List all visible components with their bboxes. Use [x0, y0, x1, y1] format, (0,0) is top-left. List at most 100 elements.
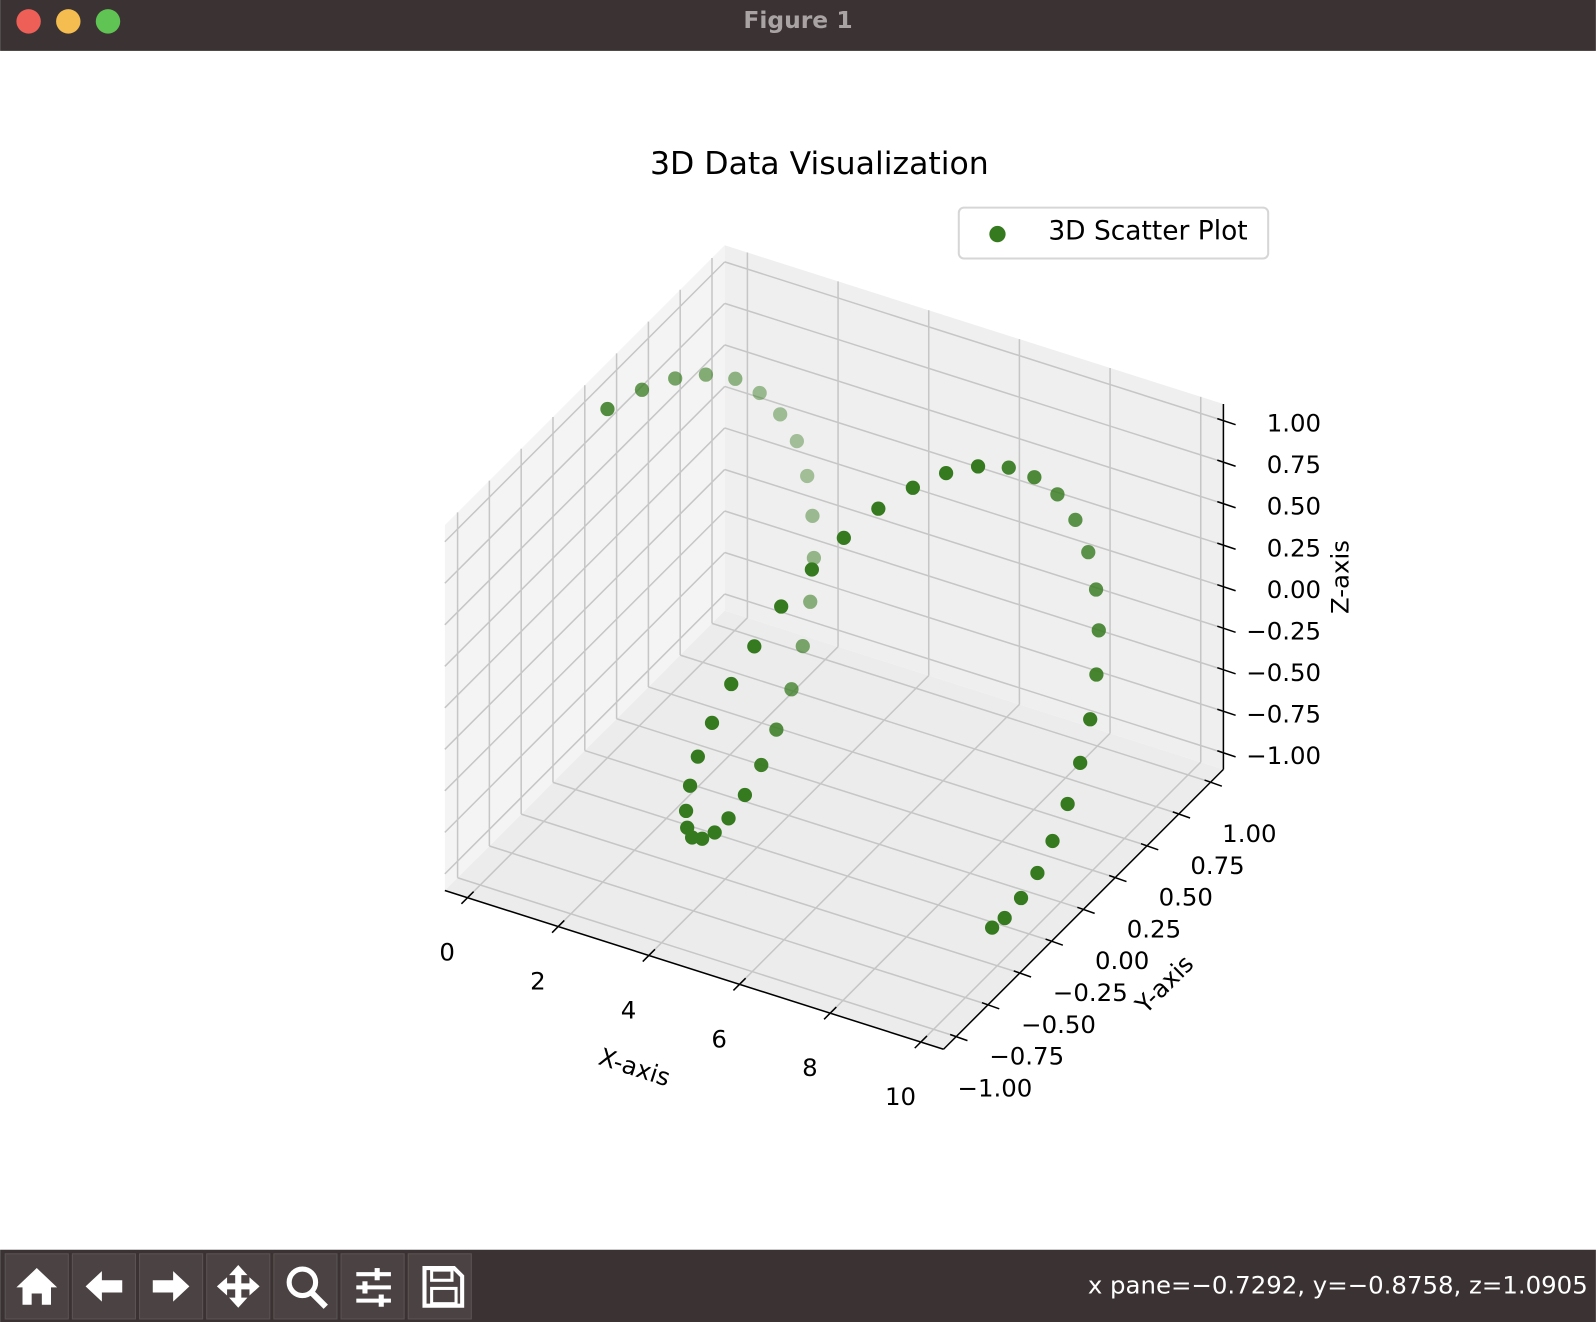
grid-line	[724, 344, 1224, 505]
grid-line	[444, 593, 726, 875]
grid-line	[444, 302, 726, 584]
data-point	[634, 382, 650, 397]
data-point	[1083, 712, 1098, 727]
y-tick-label: 0.75	[1190, 851, 1244, 880]
legend-label: 3D Scatter Plot	[1048, 216, 1247, 247]
z-tick-label: −0.25	[1246, 616, 1321, 645]
x-tick-label: 4	[621, 995, 637, 1024]
data-point	[789, 434, 804, 449]
grid-line	[724, 551, 1224, 712]
close-button[interactable]	[16, 9, 41, 34]
data-point	[698, 367, 714, 382]
tick-mark	[981, 1001, 1000, 1010]
tick-mark	[1217, 542, 1236, 550]
z-axis-label: Z-axis	[1325, 540, 1354, 614]
z-tick-label: −1.00	[1246, 741, 1321, 770]
y-tick-label: 0.00	[1095, 946, 1149, 975]
y-tick-label: −0.75	[989, 1042, 1064, 1071]
grid-line	[724, 468, 1224, 629]
data-point	[1089, 667, 1104, 682]
tick-mark	[1108, 874, 1127, 883]
z-tick-label: −0.75	[1246, 699, 1321, 728]
grid-line	[724, 427, 1224, 588]
data-point	[1030, 865, 1045, 881]
data-point	[668, 371, 683, 386]
data-point	[773, 407, 788, 422]
tick-mark	[551, 919, 565, 934]
data-point	[728, 371, 743, 386]
tick-mark	[1217, 625, 1236, 634]
x-axis-label: X-axis	[595, 1042, 674, 1092]
zoom-button[interactable]	[95, 9, 121, 34]
grid-line	[616, 718, 1116, 879]
data-point	[1013, 890, 1029, 906]
data-point	[1060, 796, 1075, 812]
y-tick-label: 0.25	[1127, 914, 1181, 943]
tick-mark	[1045, 938, 1064, 946]
data-point	[747, 639, 762, 654]
tick-mark	[1217, 417, 1236, 426]
tick-mark	[914, 1035, 928, 1049]
data-point	[682, 778, 698, 793]
y-tick-label: −0.25	[1053, 978, 1128, 1007]
data-point	[752, 385, 767, 401]
x-tick-label: 2	[530, 967, 546, 996]
grid-line	[444, 510, 726, 792]
tick-mark	[1140, 842, 1159, 851]
z-tick-label: 0.75	[1267, 450, 1321, 479]
z-tick-label: 0.25	[1267, 533, 1321, 562]
data-point	[970, 459, 986, 474]
tick-mark	[1013, 970, 1032, 978]
z-tick-label: 1.00	[1267, 409, 1321, 438]
tick-mark	[642, 948, 656, 963]
status-text: x pane=−0.7292, y=−0.8758, z=1.0905	[1088, 1270, 1588, 1299]
data-point	[774, 599, 789, 614]
data-point	[803, 594, 818, 609]
legend-box	[957, 206, 1270, 260]
x-tick-label: 6	[711, 1024, 727, 1053]
y-tick-label: −1.00	[958, 1073, 1033, 1102]
data-point	[795, 638, 810, 654]
tick-mark	[1217, 750, 1236, 758]
data-point	[1001, 460, 1016, 475]
tick-mark	[732, 977, 747, 991]
z-tick-label: 0.50	[1267, 492, 1321, 521]
z-tick-label: −0.50	[1246, 658, 1321, 687]
tick-mark	[823, 1006, 837, 1020]
data-point	[1027, 470, 1042, 485]
tick-mark	[460, 891, 475, 905]
grid-line	[724, 510, 1224, 671]
chart-title: 3D Data Visualization	[650, 146, 989, 182]
zoom-tool-button[interactable]	[273, 1253, 338, 1320]
data-point	[800, 468, 815, 484]
tick-mark	[1217, 666, 1236, 675]
data-point	[784, 682, 799, 697]
grid-line	[444, 344, 726, 626]
data-point	[984, 920, 1000, 935]
title-bar	[0, 0, 1596, 51]
data-point	[769, 722, 784, 737]
grid-line	[444, 427, 726, 709]
toolbar-icons	[16, 1265, 465, 1309]
data-point	[754, 757, 769, 773]
x-axis-line	[444, 889, 944, 1050]
y-tick-label: 0.50	[1159, 883, 1213, 912]
data-point	[1073, 755, 1088, 770]
data-point	[997, 910, 1012, 926]
data-point	[678, 803, 694, 819]
data-point	[721, 811, 736, 826]
x-tick-label: 0	[439, 938, 455, 967]
minimize-button[interactable]	[56, 9, 81, 34]
data-point	[1081, 545, 1096, 560]
data-point	[690, 749, 705, 764]
data-point	[724, 676, 739, 692]
grid-line	[724, 261, 1224, 422]
data-point	[680, 820, 695, 835]
tick-mark	[1077, 906, 1095, 915]
grid-line	[444, 468, 726, 750]
data-point	[871, 501, 886, 516]
data-point	[805, 508, 820, 523]
tick-mark	[949, 1033, 968, 1042]
